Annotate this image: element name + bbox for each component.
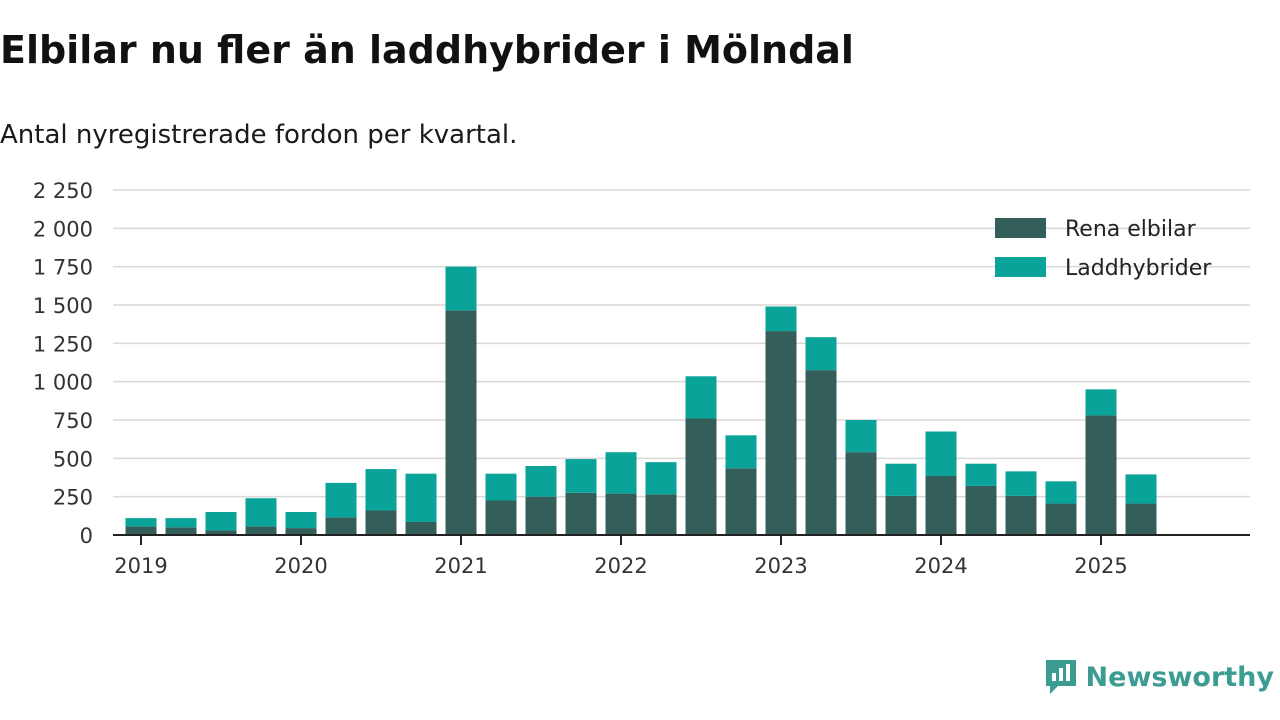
bar-laddhybrider <box>245 498 277 527</box>
bar-laddhybrider <box>165 518 197 528</box>
bar-laddhybrider <box>125 518 157 527</box>
bar-laddhybrider <box>405 473 437 522</box>
brand-logo: Newsworthy <box>1044 658 1274 696</box>
legend-label-laddhybrider: Laddhybrider <box>1065 256 1212 281</box>
bar-laddhybrider <box>805 337 837 371</box>
bar-rena-elbilar <box>405 521 437 535</box>
bar-laddhybrider <box>925 431 957 476</box>
stacked-bar-chart: 0 250 500 750 1 000 1 250 1 500 1 750 2 000 2 250… <box>33 179 1250 578</box>
bar-rena-elbilar <box>605 493 637 535</box>
bar-rena-elbilar <box>285 528 317 535</box>
chart-subtitle: Antal nyregistrerade fordon per kvartal. <box>0 120 518 150</box>
y-tick-label: 250 <box>53 486 93 510</box>
x-tick-label: 2022 <box>594 554 647 578</box>
bar-rena-elbilar <box>845 452 877 535</box>
bar-laddhybrider <box>725 435 757 469</box>
x-tick-label: 2025 <box>1074 554 1127 578</box>
bar-rena-elbilar <box>245 526 277 535</box>
bar-laddhybrider <box>845 420 877 453</box>
y-tick-label: 1 500 <box>33 294 93 318</box>
bar-rena-elbilar <box>365 510 397 535</box>
bar-laddhybrider <box>1085 389 1117 416</box>
x-tick-label: 2024 <box>914 554 967 578</box>
y-tick-label: 750 <box>53 409 93 433</box>
bar-rena-elbilar <box>525 496 557 535</box>
y-tick-label: 500 <box>53 447 93 471</box>
legend-label-rena-elbilar: Rena elbilar <box>1065 217 1197 242</box>
bar-laddhybrider <box>885 463 917 496</box>
legend-swatch-rena-elbilar <box>995 218 1046 238</box>
bar-rena-elbilar <box>565 492 597 535</box>
bar-laddhybrider <box>445 266 477 311</box>
bar-laddhybrider <box>485 473 517 501</box>
y-tick-label: 1 750 <box>33 256 93 280</box>
legend: Rena elbilar Laddhybrider <box>995 217 1212 281</box>
x-tick-label: 2020 <box>274 554 327 578</box>
legend-swatch-laddhybrider <box>995 257 1046 277</box>
bar-rena-elbilar <box>125 526 157 535</box>
bar-rena-elbilar <box>1085 415 1117 535</box>
bar-laddhybrider <box>685 376 717 419</box>
bar-laddhybrider <box>965 463 997 486</box>
bar-laddhybrider <box>645 462 677 495</box>
bar-rena-elbilar <box>725 468 757 535</box>
bar-rena-elbilar <box>205 530 237 535</box>
bar-rena-elbilar <box>765 331 797 535</box>
bar-laddhybrider <box>365 469 397 511</box>
bar-laddhybrider <box>285 512 317 529</box>
bar-rena-elbilar <box>1005 495 1037 535</box>
x-axis: 2019 2020 2021 2022 2023 2024 2025 <box>113 534 1250 578</box>
bar-rena-elbilar <box>445 310 477 535</box>
bar-rena-elbilar <box>885 495 917 535</box>
y-tick-label: 1 250 <box>33 332 93 356</box>
bar-rena-elbilar <box>1125 503 1157 535</box>
bar-laddhybrider <box>1005 471 1037 496</box>
x-tick-label: 2023 <box>754 554 807 578</box>
bar-rena-elbilar <box>925 475 957 535</box>
bar-rena-elbilar <box>1045 503 1077 535</box>
bar-rena-elbilar <box>805 370 837 535</box>
bar-laddhybrider <box>205 512 237 531</box>
bar-laddhybrider <box>1125 474 1157 504</box>
y-tick-label: 2 250 <box>33 179 93 203</box>
bar-laddhybrider <box>1045 481 1077 504</box>
y-axis: 0 250 500 750 1 000 1 250 1 500 1 750 2 000 2 250 <box>33 179 93 548</box>
newsworthy-logo-icon <box>1045 660 1076 694</box>
bar-rena-elbilar <box>685 418 717 535</box>
bar-laddhybrider <box>525 466 557 497</box>
bar-laddhybrider <box>765 306 797 332</box>
y-tick-label: 0 <box>80 524 93 548</box>
x-tick-label: 2019 <box>114 554 167 578</box>
bar-laddhybrider <box>605 452 637 494</box>
bar-rena-elbilar <box>645 494 677 535</box>
y-tick-label: 1 000 <box>33 371 93 395</box>
grid-lines <box>113 189 1250 498</box>
bar-laddhybrider <box>565 459 597 493</box>
bar-rena-elbilar <box>325 517 357 535</box>
brand-name: Newsworthy <box>1085 661 1274 693</box>
bar-laddhybrider <box>325 482 357 518</box>
x-tick-label: 2021 <box>434 554 487 578</box>
bar-rena-elbilar <box>965 485 997 535</box>
bars <box>125 266 1157 535</box>
bar-rena-elbilar <box>485 500 517 535</box>
bar-rena-elbilar <box>165 527 197 535</box>
y-tick-label: 2 000 <box>33 217 93 241</box>
chart-title: Elbilar nu fler än laddhybrider i Mölnda… <box>0 28 854 72</box>
